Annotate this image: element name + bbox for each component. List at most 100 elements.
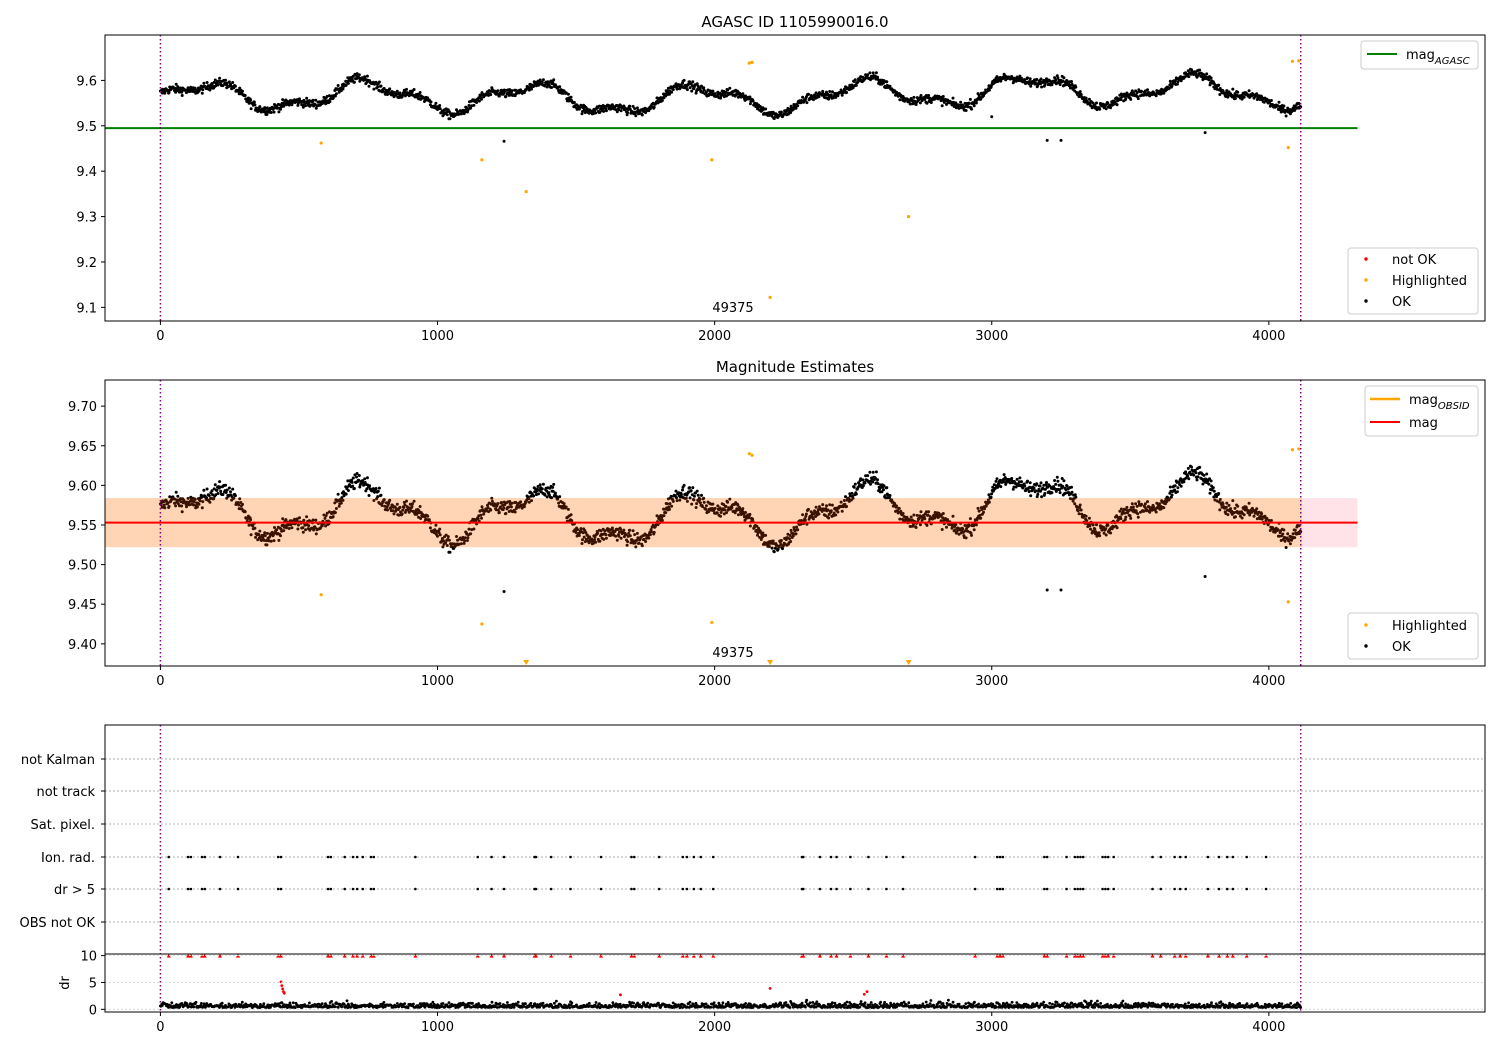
dr-gt-5-flag-point [1045,887,1049,891]
ok-point [1286,532,1290,536]
ok-point [843,502,847,506]
ok-point [530,87,533,91]
ok-point [1142,509,1146,513]
ok-point [1055,74,1059,78]
dr-gt-5-flag-point [490,887,493,891]
ok-point [363,477,367,481]
ion-rad-flag-point [995,855,999,859]
ok-point [885,486,889,490]
dr-gt-5-flag-point [167,887,171,891]
ok-point [547,491,551,495]
ion-rad-flag-point [1076,855,1079,859]
dr-gt-5-flag-point [835,887,838,891]
ok-point [350,478,354,482]
ok-point [1062,479,1066,483]
ok-point [447,538,451,542]
magnitude-obsid-label: 49375 [712,646,753,661]
ok-point [1227,503,1231,507]
ok-point [361,479,364,483]
ok-point [1095,523,1098,527]
dr-gt-5-flag-point [369,887,373,891]
ok-point [987,88,991,92]
ok-point [313,526,317,530]
ok-point [748,95,752,99]
ok-point [953,528,957,532]
ok-point [615,538,619,542]
ok-point [438,533,442,537]
ok-point [716,504,720,508]
ok-point [1004,482,1008,486]
ok-point [1211,486,1215,490]
ok-point [268,535,272,539]
ok-point [604,536,608,540]
ok-point [212,487,216,491]
ok-point [543,493,547,497]
ok-point [660,518,664,522]
ok-point [328,100,332,104]
ok-point [457,542,461,546]
ok-point [582,535,586,539]
ok-point [1284,546,1288,549]
ok-point [519,500,523,504]
ok-point [873,476,877,480]
ok-point [824,507,828,511]
ok-point [436,108,439,111]
ion-rad-flag-point [681,855,685,859]
ok-point [994,479,998,483]
ok-point [1109,531,1113,535]
ok-point [650,530,653,534]
ok-point [1242,513,1246,517]
ok-point [652,105,656,109]
dr-point [432,1003,436,1006]
ok-point [277,110,281,114]
ok-point [964,529,967,533]
ok-point [588,535,592,539]
ok-point [224,483,228,487]
ion-rad-flag-point [849,855,852,859]
ok-point [205,496,209,500]
dr-gt-5-flag-point [1206,887,1210,891]
ok-point [459,112,463,116]
ok-point [1297,102,1301,105]
dr-point [240,1000,244,1004]
ok-point [961,527,965,531]
ok-point [324,514,328,518]
ok-point [1154,510,1158,514]
ok-point [1078,503,1082,507]
ok-point [532,494,536,498]
ok-point [1028,77,1032,81]
ok-point [850,491,854,495]
ok-point [637,541,641,545]
ok-point [499,505,502,509]
ok-point [213,483,217,487]
ion-rad-flag-point [692,855,696,859]
ok-point [791,532,795,535]
ok-point [1293,528,1297,532]
ok-point [627,531,631,535]
ok-point [448,117,452,121]
ok-point [840,509,844,513]
ok-point [581,531,585,535]
ok-point [836,510,840,514]
ok-point [527,500,531,504]
dr-point [336,1006,340,1009]
ok-point [558,495,562,499]
dr-gt-5-flag-point [276,887,280,891]
ion-rad-flag-point [534,855,538,859]
ok-point [1043,487,1047,491]
ok-point [596,531,600,535]
ok-point [704,504,708,508]
dr-gt-5-flag-point [351,887,355,891]
ok-point [376,489,380,493]
ok-point [868,71,872,75]
ok-point [207,494,211,498]
ok-point [1291,532,1295,536]
ok-point [1268,529,1272,532]
ok-point [477,99,481,103]
ok-point [1147,505,1151,508]
ok-point [1077,95,1081,99]
ok-point [660,99,664,102]
ok-point [834,95,838,99]
ok-point [876,478,879,482]
ok-point [1056,76,1060,80]
